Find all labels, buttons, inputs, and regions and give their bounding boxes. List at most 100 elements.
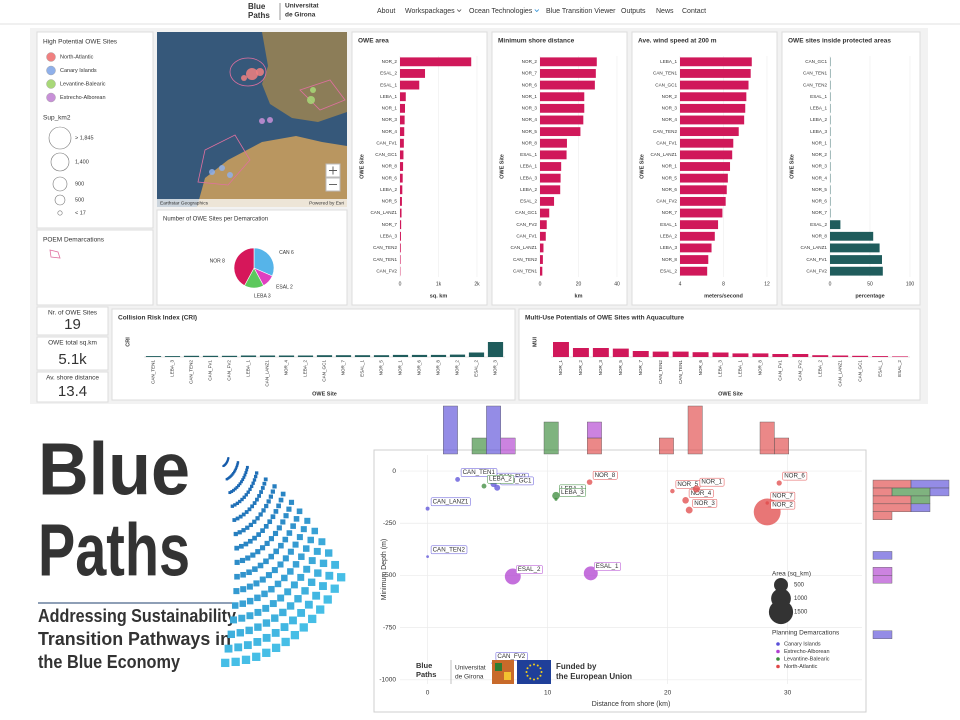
y-tick-label: NOR_4 — [522, 117, 538, 122]
y-axis-label: Minimum Depth (m) — [381, 539, 388, 600]
bar — [540, 231, 546, 241]
y-tick-label: LEBA_2 — [660, 234, 677, 239]
logo-swirl — [280, 491, 286, 497]
x-tick-label: CAN_LANZ1 — [265, 360, 270, 387]
y-tick-label: CAN_LANZ1 — [510, 245, 537, 250]
y-tick-label: LEBA_2 — [380, 187, 397, 192]
logo-swirl — [224, 644, 233, 653]
eu-star — [526, 674, 529, 677]
eu-star — [533, 663, 535, 666]
x-tick-label: CAN_FV1 — [208, 360, 213, 381]
bar — [830, 220, 841, 230]
bar — [592, 348, 609, 357]
y-tick-label: 0 — [392, 468, 396, 475]
logo-swirl — [271, 643, 281, 653]
bar — [852, 355, 869, 357]
eu-star — [536, 664, 539, 667]
logo-swirl — [276, 503, 281, 509]
histogram-bar — [543, 421, 559, 455]
bar — [612, 348, 629, 357]
histogram-bar — [443, 405, 458, 455]
x-tick-label: CAN_TEN1 — [151, 360, 156, 384]
logo-swirl — [268, 494, 273, 499]
y-tick-label: -250 — [383, 520, 396, 527]
logo-swirl — [255, 516, 260, 521]
nav-link[interactable]: About — [377, 8, 395, 15]
legend-key — [776, 649, 780, 654]
nav-link[interactable]: Workspackages — [405, 8, 455, 15]
nav-link[interactable]: Outputs — [621, 8, 646, 15]
y-tick-label: NOR_5 — [662, 175, 678, 180]
logo-swirl — [273, 509, 279, 514]
bar — [540, 57, 597, 67]
bar — [540, 150, 567, 160]
bar — [540, 266, 543, 276]
logo-swirl — [221, 658, 230, 668]
point-label-box — [594, 562, 621, 571]
logo-swirl — [261, 508, 266, 513]
histogram-bar — [910, 503, 931, 512]
logo-swirl — [276, 525, 282, 531]
x-tick-label: NOR_5 — [379, 360, 384, 376]
x-tick-label: NOR_7 — [638, 360, 643, 376]
logo-swirl — [269, 600, 277, 608]
logo-swirl — [281, 637, 290, 647]
kpi-label: OWE total sq.km — [48, 340, 97, 347]
size-legend-key — [768, 599, 794, 625]
bar — [652, 351, 669, 357]
logo-swirl — [271, 567, 278, 574]
size-legend-label: 1500 — [794, 610, 808, 616]
brand: Blue — [248, 2, 266, 11]
chart-title: Multi-Use Potentials of OWE Sites with A… — [525, 315, 684, 322]
y-axis-label: OWE Site — [499, 154, 505, 179]
logo-swirl — [252, 478, 257, 482]
point-label: CAN_TEN2 — [433, 546, 466, 553]
x-tick-label: ESAL_2 — [897, 360, 902, 377]
x-tick-label: LEBA_3 — [718, 360, 723, 377]
logo-swirl — [252, 519, 257, 524]
point-label: CAN_LANZ1 — [433, 498, 469, 505]
x-axis-label: OWE Site — [312, 391, 337, 397]
bar — [540, 69, 596, 78]
y-tick-label: NOR_7 — [382, 222, 398, 227]
y-tick-label: LEBA_3 — [520, 175, 537, 180]
map-site — [219, 165, 225, 171]
histogram-bar — [774, 437, 790, 455]
panel — [111, 308, 516, 401]
bar — [400, 127, 405, 137]
nav-link[interactable]: Blue Transition Viewer — [546, 8, 616, 15]
logo-swirl — [240, 571, 246, 578]
size-swatch — [50, 152, 70, 172]
logo-swirl — [236, 462, 239, 466]
bar — [392, 354, 409, 357]
histogram-bar — [486, 405, 501, 455]
legend-key — [776, 642, 780, 646]
logo-swirl — [252, 501, 257, 505]
logo-swirl — [307, 536, 314, 544]
y-axis-label: OWE Site — [359, 154, 365, 179]
logo-swirl — [311, 527, 319, 535]
logo-swirl — [337, 573, 346, 582]
bar — [830, 231, 874, 241]
bar — [400, 115, 405, 125]
bar — [680, 80, 749, 90]
poem-title: POEM Demarcations — [43, 237, 105, 244]
logo-swirl — [231, 602, 239, 609]
y-tick-label: NOR_6 — [662, 187, 678, 192]
y-tick-label: CAN_FV2 — [656, 199, 677, 204]
nav-link[interactable]: Ocean Technologies — [469, 8, 533, 15]
nav-link[interactable]: News — [656, 8, 674, 15]
logo-swirl — [254, 471, 259, 475]
legend-label: Estrecho-Alborean — [784, 649, 830, 655]
logo-swirl — [331, 560, 340, 569]
bar — [400, 231, 401, 241]
logo-swirl — [241, 478, 245, 482]
bar — [712, 352, 729, 357]
logo-swirl — [274, 580, 282, 588]
logo-swirl — [247, 507, 252, 512]
eu-star — [529, 677, 532, 680]
x-tick-label: NOR_3 — [493, 360, 498, 376]
bar — [400, 103, 406, 113]
point-label: LEBA_2 — [489, 476, 512, 483]
nav-link[interactable]: Contact — [682, 8, 706, 15]
